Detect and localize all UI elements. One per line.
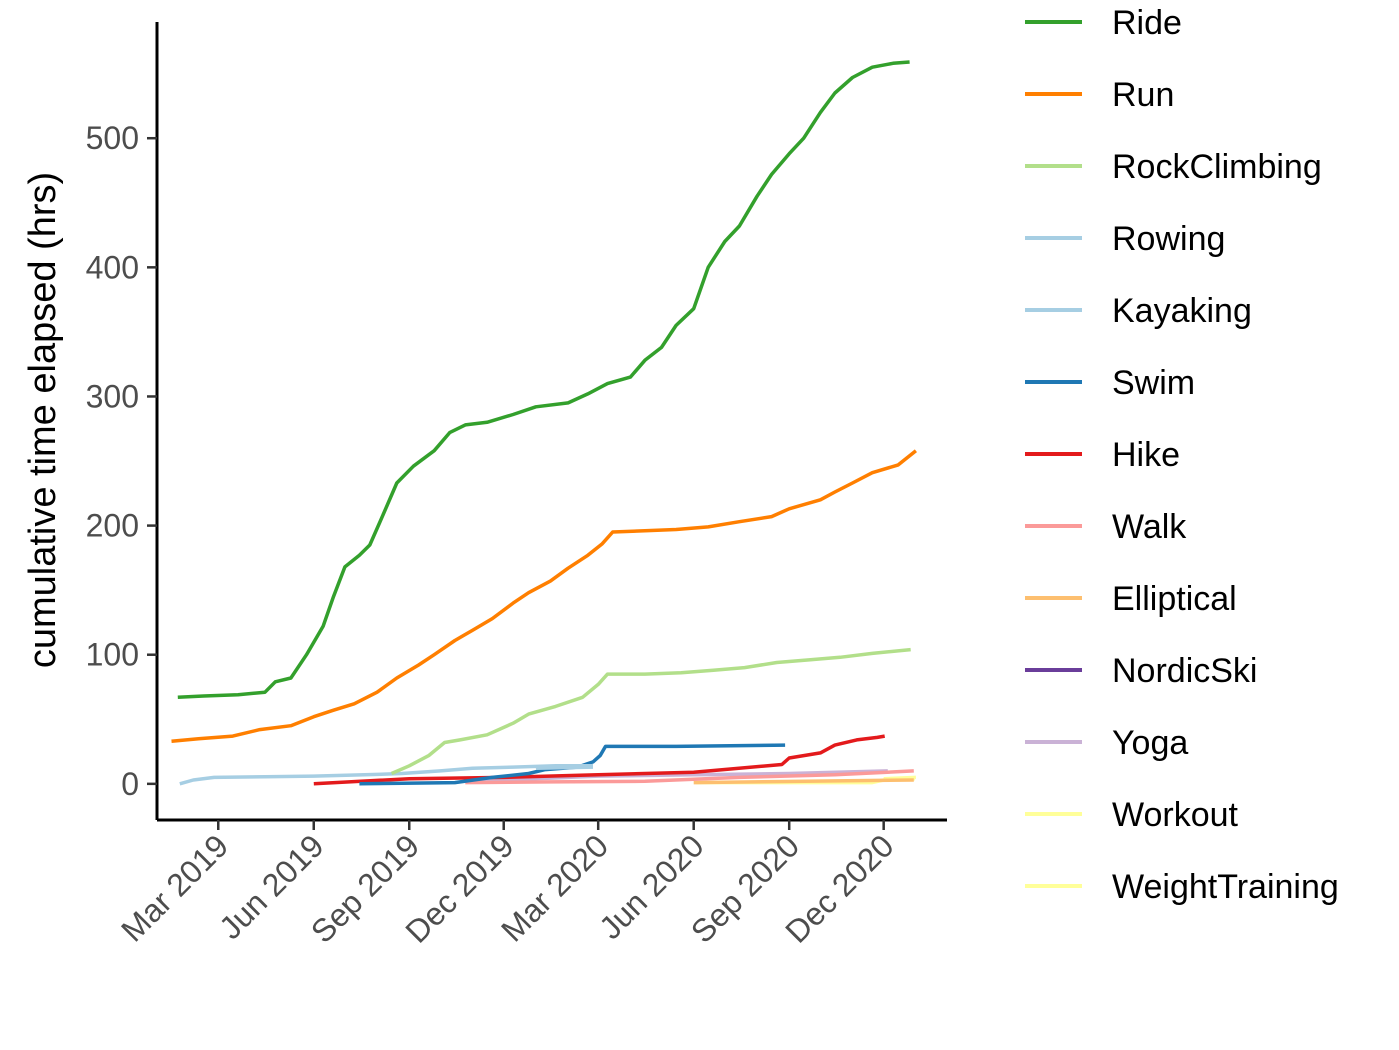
legend-label-yoga: Yoga (1112, 724, 1188, 762)
x-tick-label: Mar 2019 (114, 827, 235, 948)
legend-label-weighttraining: WeightTraining (1112, 868, 1339, 906)
legend: Ride Run RockClimbing Rowing Kayaking Swim Hik… (1025, 4, 1339, 906)
y-tick-label: 0 (121, 766, 139, 802)
y-tick-label: 200 (86, 508, 139, 544)
series-line-ride (177, 60, 910, 700)
y-tick-label: 100 (86, 637, 139, 673)
legend-label-elliptical: Elliptical (1112, 580, 1237, 618)
legend-label-swim: Swim (1112, 364, 1195, 402)
y-tick-label: 400 (86, 249, 139, 285)
series-line-elliptical (693, 778, 914, 785)
series-line-rowing (179, 764, 593, 786)
y-axis-ticks: 0 100 200 300 400 500 (86, 120, 157, 802)
series-line-yoga (472, 769, 888, 784)
series-line-run (171, 449, 917, 743)
legend-label-hike: Hike (1112, 436, 1180, 474)
legend-label-run: Run (1112, 76, 1174, 114)
series-line-rockclimbing (390, 647, 911, 776)
series-line-walk (465, 769, 914, 785)
y-tick-label: 300 (86, 378, 139, 414)
y-tick-label: 500 (86, 120, 139, 156)
y-axis-title: cumulative time elapsed (hrs) (22, 172, 64, 668)
legend-label-ride: Ride (1112, 4, 1182, 42)
legend-label-walk: Walk (1112, 508, 1187, 546)
legend-label-nordicski: NordicSki (1112, 652, 1257, 690)
legend-label-kayaking: Kayaking (1112, 292, 1252, 330)
legend-label-rockclimbing: RockClimbing (1112, 148, 1322, 186)
legend-label-rowing: Rowing (1112, 220, 1225, 258)
series-layer (171, 60, 917, 786)
legend-label-workout: Workout (1112, 796, 1239, 834)
